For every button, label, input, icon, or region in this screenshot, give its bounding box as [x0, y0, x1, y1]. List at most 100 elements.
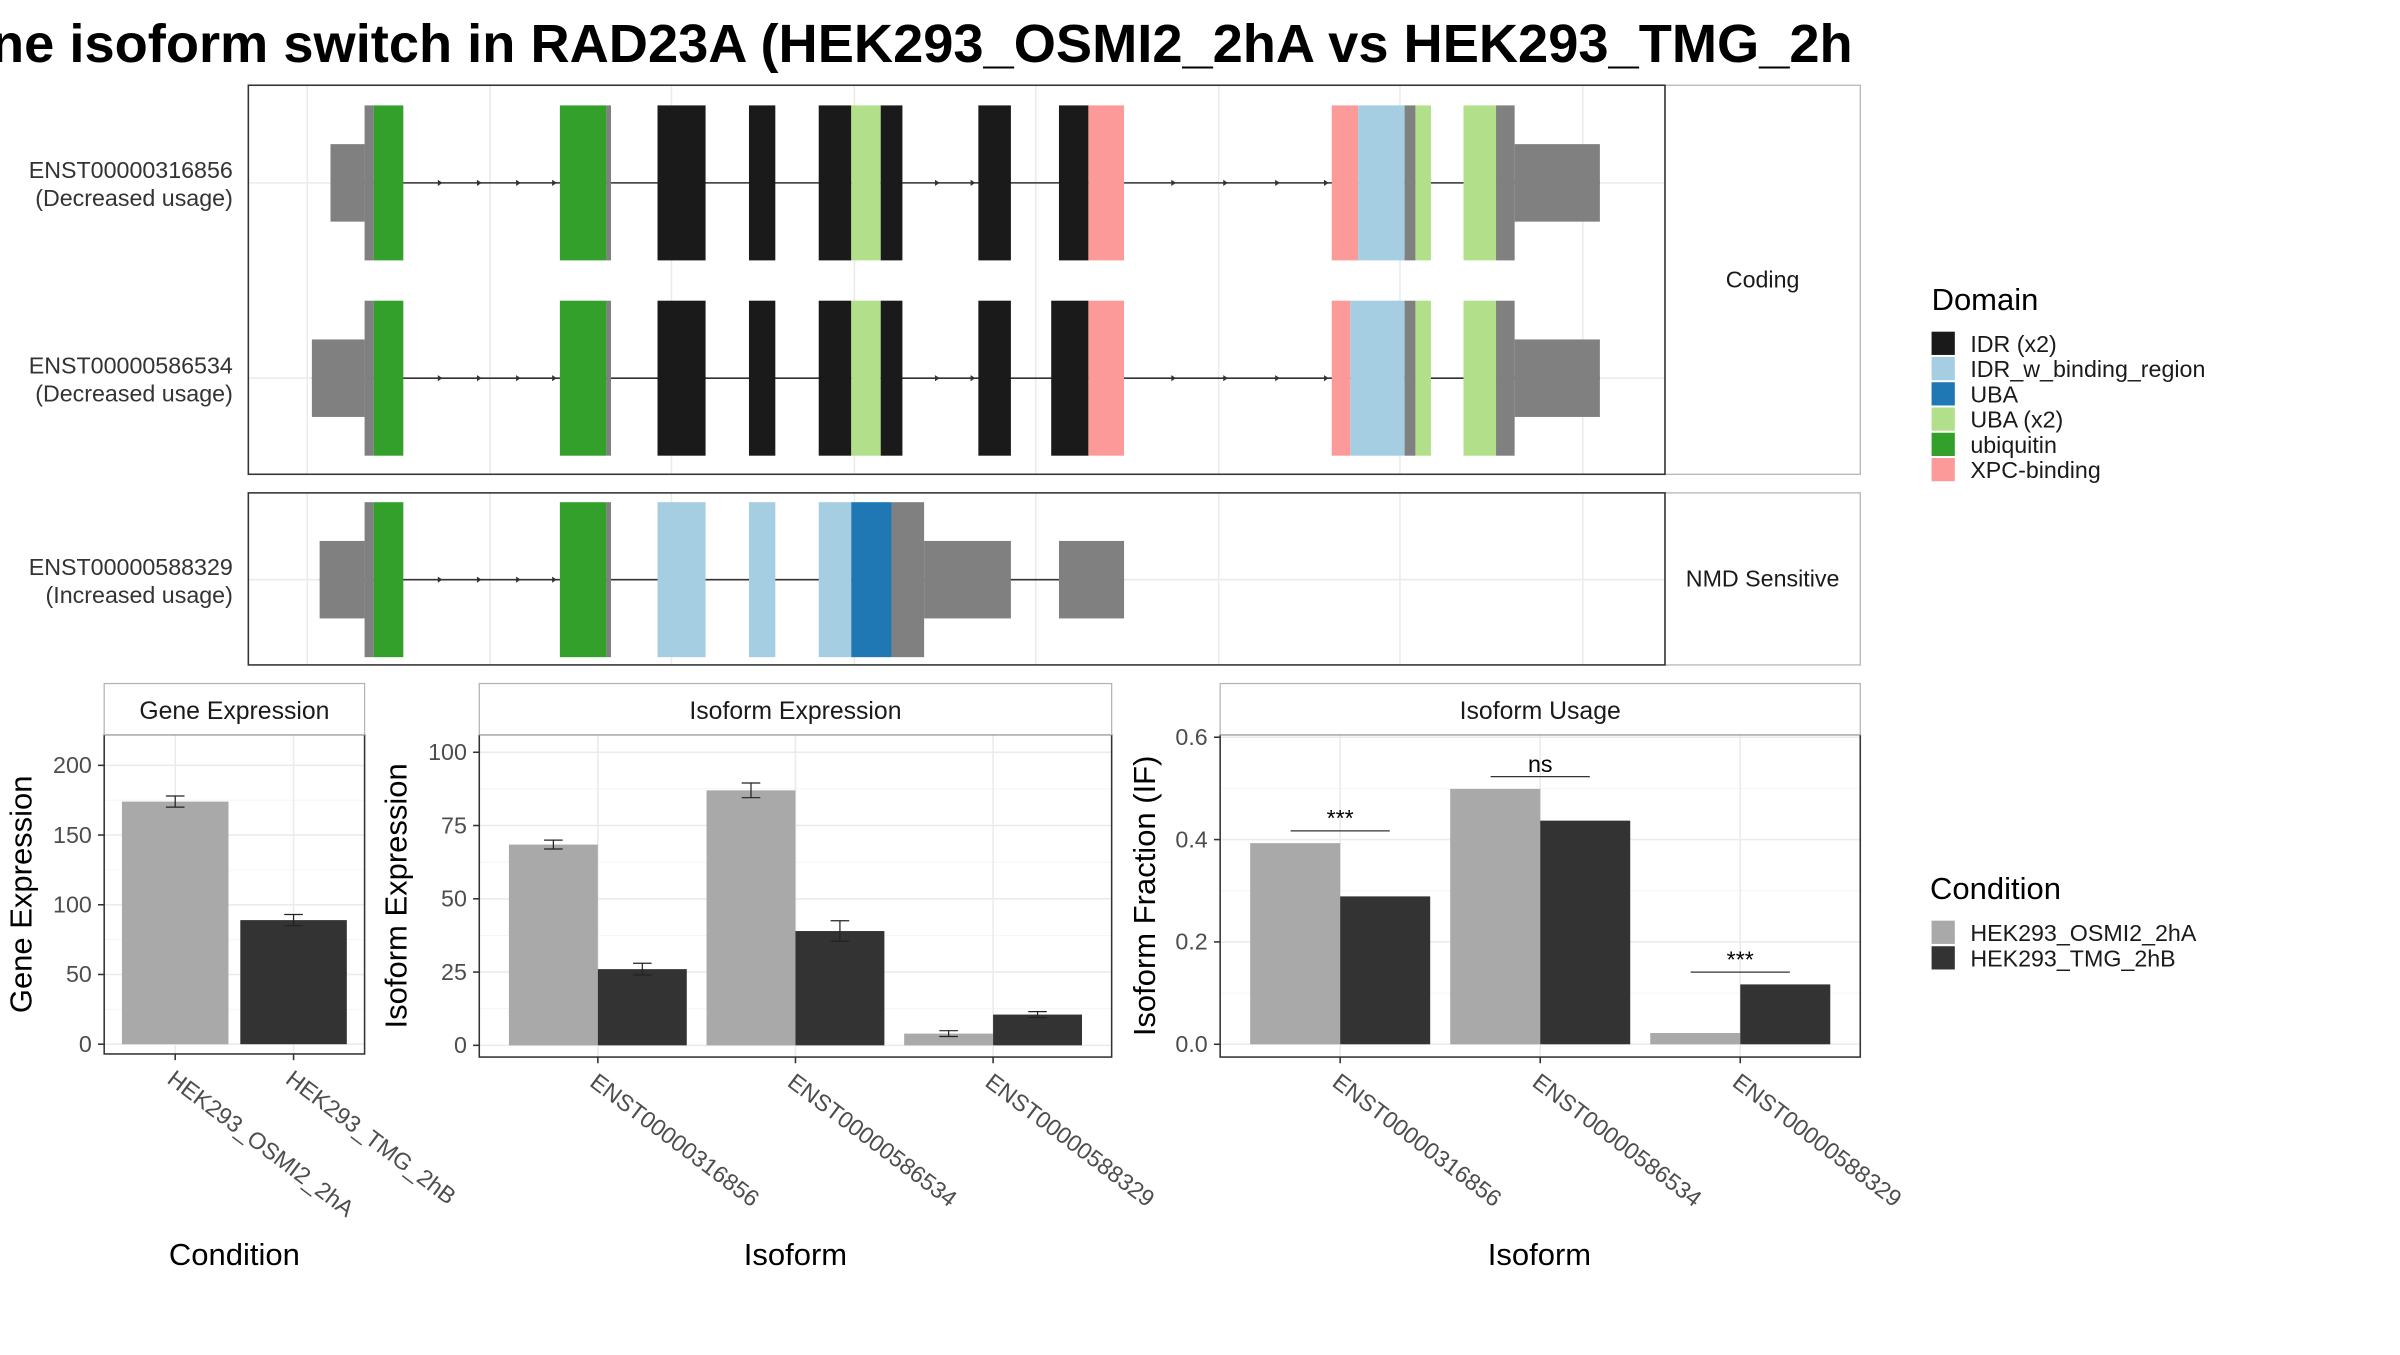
exon-xpc-binding — [1088, 300, 1125, 456]
exon-idr-x2- — [657, 105, 706, 261]
x-tick-label: ENST00000588329 — [981, 1068, 1160, 1212]
exon-ubiquitin — [373, 300, 404, 456]
y-tick-label: 0.4 — [1175, 826, 1207, 852]
y-tick-label: 50 — [66, 961, 92, 987]
intron-arrow — [437, 576, 443, 583]
y-tick-label: 100 — [53, 892, 92, 918]
panel-strip — [1219, 682, 1861, 736]
bar-osmi2 — [1450, 788, 1541, 1045]
intron-arrow — [934, 179, 940, 186]
x-axis-title: Isoform — [744, 1237, 847, 1272]
exon-idr-x2- — [880, 300, 903, 456]
bar-tmg — [1740, 984, 1831, 1045]
significance-label: *** — [1727, 946, 1754, 972]
isoform-usage-label: (Decreased usage) — [35, 185, 233, 211]
exon-uncoloured — [364, 105, 374, 261]
exon-uncoloured — [606, 502, 612, 658]
exon-ubiquitin — [373, 105, 404, 261]
intron-arrow — [1275, 179, 1280, 186]
intron-arrow — [476, 576, 482, 583]
bar-osmi2 — [706, 790, 796, 1046]
x-axis-title: Isoform — [1488, 1237, 1591, 1272]
intron-arrow — [1323, 179, 1329, 186]
bar-panel: *** ns *** Isoform Usage 0.0 0.2 0.4 0.6 ENST000… — [1127, 682, 1907, 1272]
domain-legend-key — [1931, 432, 1955, 456]
exon-uncoloured — [1404, 300, 1416, 456]
facet-panel-bg — [248, 85, 1665, 475]
domain-legend-label: ubiquitin — [1970, 432, 2057, 458]
exon-idr-x2- — [818, 300, 852, 456]
exon-idr-x2- — [1058, 105, 1089, 261]
intron-arrow — [437, 375, 443, 382]
exon-idr-x2- — [880, 105, 903, 261]
isoform-usage-label: (Decreased usage) — [35, 380, 233, 406]
exon-idr-x2- — [748, 105, 776, 261]
exon-uba-x2- — [1415, 300, 1431, 456]
intron-arrow — [1223, 375, 1228, 382]
bar-tmg — [795, 931, 885, 1046]
intron-arrow — [476, 375, 482, 382]
isoform-track: ENST00000316856(Decreased usage) — [29, 105, 1600, 261]
bar-tmg — [1340, 896, 1431, 1045]
isoform-axis-label: ENST00000316856 — [29, 157, 233, 183]
isoform-track: ENST00000588329(Increased usage) — [29, 502, 1125, 658]
utr-3prime — [924, 540, 1011, 619]
domain-legend-key — [1931, 407, 1955, 431]
exon-ubiquitin — [559, 105, 607, 261]
intron-arrow — [1171, 375, 1176, 382]
isoform-axis-label: ENST00000586534 — [29, 353, 233, 379]
utr-3prime — [1514, 339, 1600, 417]
y-tick-label: 75 — [441, 812, 467, 838]
figure-title: ne isoform switch in RAD23A (HEK293_OSMI… — [0, 14, 1853, 74]
x-tick-label: ENST00000316856 — [586, 1068, 765, 1212]
bar-osmi2 — [1650, 1033, 1741, 1045]
exon-ubiquitin — [373, 502, 404, 658]
utr-5prime — [311, 339, 365, 417]
panel-title: Isoform Usage — [1460, 698, 1621, 725]
bar-osmi2 — [904, 1033, 994, 1046]
exon-uncoloured — [891, 502, 925, 658]
y-tick-label: 200 — [53, 752, 92, 778]
x-tick-label: HEK293_OSMI2_2hA — [163, 1065, 360, 1222]
exon-uncoloured — [1404, 105, 1416, 261]
exon-uba-x2- — [1415, 105, 1431, 261]
y-tick-label: 50 — [441, 886, 467, 912]
intron-arrow — [552, 179, 557, 186]
bar-tmg — [993, 1014, 1083, 1046]
facet-strip-label: NMD Sensitive — [1686, 566, 1840, 592]
intron-arrow — [1323, 375, 1329, 382]
x-tick-label: ENST00000588329 — [1728, 1068, 1907, 1212]
panel-strip — [478, 682, 1113, 736]
y-tick-label: 0 — [454, 1032, 467, 1058]
bar-tmg — [1540, 820, 1631, 1045]
intron-arrow — [1275, 375, 1280, 382]
intron-arrow — [437, 179, 443, 186]
intron-arrow — [934, 375, 940, 382]
condition-legend-title: Condition — [1930, 871, 2061, 906]
intron-arrow — [970, 179, 976, 186]
domain-legend-label: UBA — [1970, 381, 2018, 407]
x-tick-label: ENST00000316856 — [1328, 1068, 1507, 1212]
exon-uncoloured — [606, 105, 612, 261]
intron-arrow — [516, 576, 521, 583]
exon-uba-x2- — [1463, 300, 1497, 456]
exon-uba — [851, 502, 892, 658]
domain-legend-key — [1931, 356, 1955, 381]
domain-legend-key — [1931, 458, 1955, 482]
condition-legend-label: HEK293_OSMI2_2hA — [1970, 920, 2197, 946]
bar-hek293-osmi2-2ha — [121, 801, 229, 1045]
intron-arrow — [970, 375, 976, 382]
exon-idr-x2- — [657, 300, 706, 456]
facet-panel-border — [247, 84, 1666, 476]
y-tick-label: 100 — [428, 739, 467, 765]
domain-legend-key — [1931, 382, 1955, 406]
panel-strip — [103, 682, 366, 736]
intron-arrow — [552, 576, 557, 583]
isoform-axis-label: ENST00000588329 — [29, 554, 233, 580]
utr-3prime — [1514, 144, 1600, 222]
exon-idr-w-binding-region — [657, 502, 706, 658]
